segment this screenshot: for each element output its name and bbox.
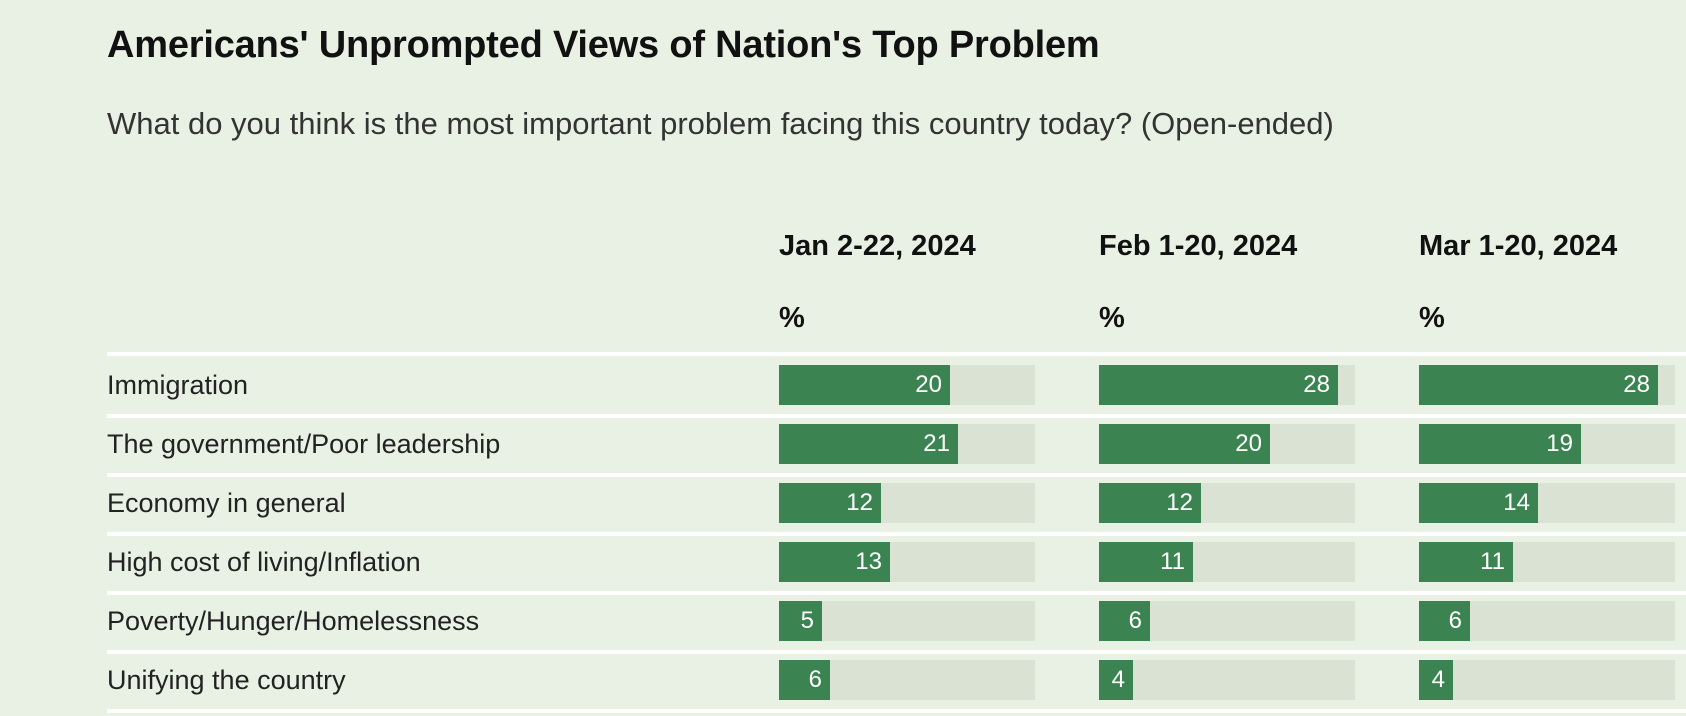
column-unit: % bbox=[1099, 302, 1125, 334]
header-divider bbox=[107, 352, 1686, 356]
bar-track: 28 bbox=[1419, 365, 1675, 405]
bar bbox=[1419, 365, 1658, 405]
bar-value-label: 20 bbox=[1235, 430, 1262, 457]
bar-value-label: 12 bbox=[846, 489, 873, 516]
bar-value-label: 20 bbox=[915, 371, 942, 398]
bar bbox=[779, 424, 958, 464]
bar-track: 19 bbox=[1419, 424, 1675, 464]
bar bbox=[779, 601, 822, 641]
bar-value-label: 11 bbox=[1480, 548, 1505, 575]
bar-track: 12 bbox=[1099, 483, 1355, 523]
column-header: Mar 1-20, 2024 bbox=[1419, 230, 1618, 262]
bar-value-label: 6 bbox=[808, 666, 822, 693]
bar-track: 13 bbox=[779, 542, 1035, 582]
bar bbox=[1099, 483, 1201, 523]
bar-value-label: 12 bbox=[1166, 489, 1193, 516]
bar bbox=[1099, 601, 1150, 641]
bar bbox=[1419, 483, 1538, 523]
bar-track: 12 bbox=[779, 483, 1035, 523]
row-label: Economy in general bbox=[107, 488, 346, 518]
bar bbox=[1419, 424, 1581, 464]
bar-track: 11 bbox=[1419, 542, 1675, 582]
bar-value-label: 19 bbox=[1546, 430, 1573, 457]
column-header: Feb 1-20, 2024 bbox=[1099, 230, 1298, 262]
bar bbox=[1099, 365, 1338, 405]
bar-value-label: 6 bbox=[1128, 607, 1142, 634]
bar-track: 11 bbox=[1099, 542, 1355, 582]
row-label: High cost of living/Inflation bbox=[107, 547, 421, 577]
row-label: Poverty/Hunger/Homelessness bbox=[107, 606, 480, 636]
bar-track: 14 bbox=[1419, 483, 1675, 523]
bar-value-label: 4 bbox=[1431, 666, 1445, 693]
column-header: Jan 2-22, 2024 bbox=[779, 230, 976, 262]
bar-track: 6 bbox=[779, 660, 1035, 700]
bar-track: 4 bbox=[1099, 660, 1355, 700]
row-label: Unifying the country bbox=[107, 665, 346, 695]
bar-value-label: 11 bbox=[1160, 548, 1185, 575]
bar-track: 20 bbox=[779, 365, 1035, 405]
row-label: Immigration bbox=[107, 370, 249, 400]
row-label: The government/Poor leadership bbox=[107, 429, 501, 459]
chart-subtitle: What do you think is the most important … bbox=[107, 106, 1334, 141]
row-divider bbox=[107, 709, 1686, 713]
column-unit: % bbox=[779, 302, 805, 334]
bar-track: 6 bbox=[1419, 601, 1675, 641]
row-divider bbox=[107, 473, 1686, 477]
bar bbox=[779, 542, 890, 582]
bar-value-label: 4 bbox=[1111, 666, 1125, 693]
chart-title: Americans' Unprompted Views of Nation's … bbox=[107, 24, 1100, 66]
row-divider bbox=[107, 414, 1686, 418]
bar bbox=[1099, 660, 1133, 700]
bar bbox=[779, 660, 830, 700]
row-divider bbox=[107, 591, 1686, 595]
row-divider bbox=[107, 532, 1686, 536]
bar-track: 5 bbox=[779, 601, 1035, 641]
bar bbox=[1099, 542, 1193, 582]
bar-track: 28 bbox=[1099, 365, 1355, 405]
bar bbox=[779, 483, 881, 523]
bar bbox=[779, 365, 950, 405]
bar-value-label: 5 bbox=[800, 607, 814, 634]
bar-track: 6 bbox=[1099, 601, 1355, 641]
column-unit: % bbox=[1419, 302, 1445, 334]
bar-value-label: 14 bbox=[1503, 489, 1530, 516]
bar-value-label: 21 bbox=[923, 430, 950, 457]
bar-value-label: 28 bbox=[1303, 371, 1330, 398]
bar bbox=[1419, 601, 1470, 641]
bar-value-label: 6 bbox=[1448, 607, 1462, 634]
bar-track: 20 bbox=[1099, 424, 1355, 464]
bar-track: 4 bbox=[1419, 660, 1675, 700]
row-divider bbox=[107, 650, 1686, 654]
bar-track: 21 bbox=[779, 424, 1035, 464]
bar bbox=[1099, 424, 1270, 464]
bar-value-label: 28 bbox=[1623, 371, 1650, 398]
bar-value-label: 13 bbox=[855, 548, 882, 575]
bar bbox=[1419, 660, 1453, 700]
bar bbox=[1419, 542, 1513, 582]
